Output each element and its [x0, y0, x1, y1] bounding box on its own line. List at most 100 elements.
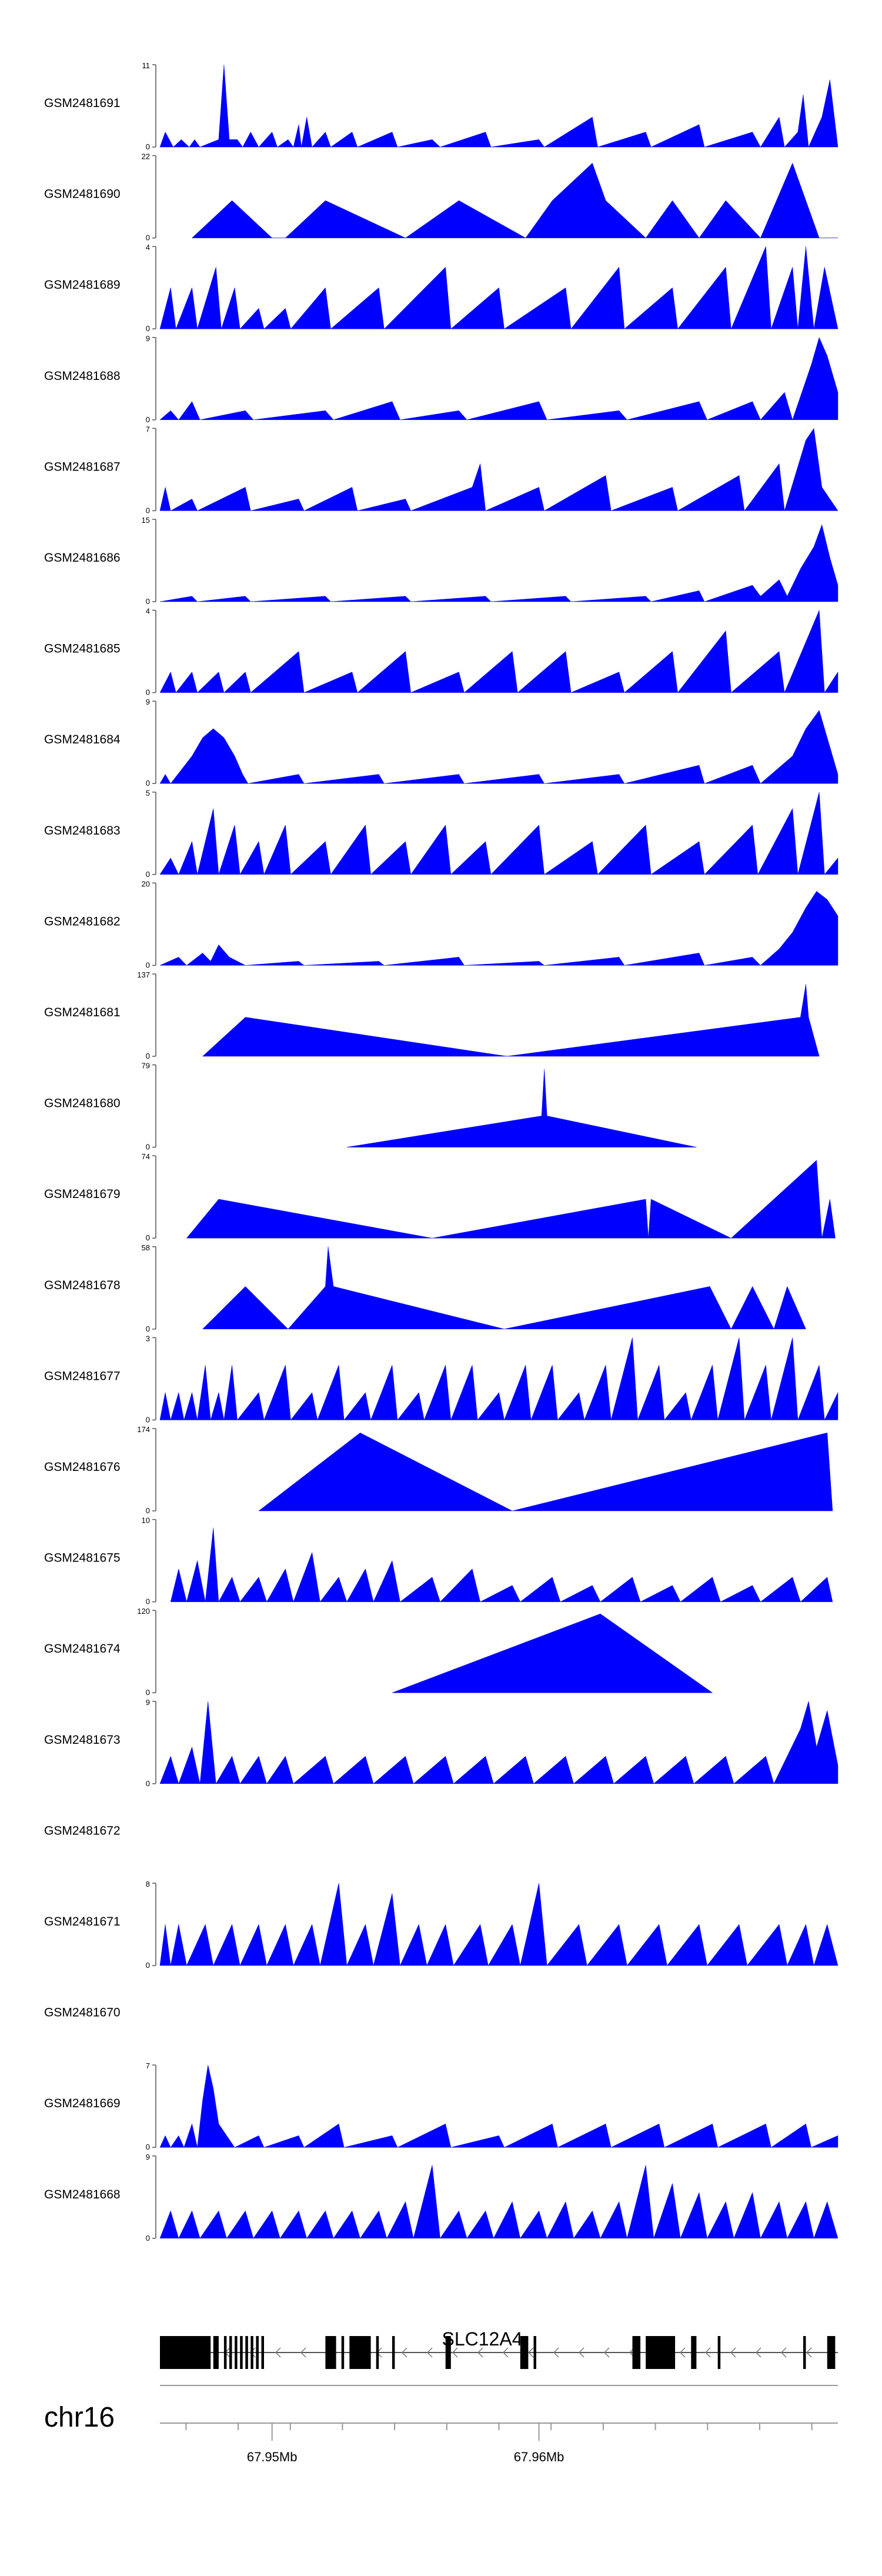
exon	[376, 2336, 379, 2369]
coverage-area	[159, 64, 838, 148]
exon	[245, 2336, 248, 2369]
exon	[520, 2336, 529, 2369]
strand-arrow	[603, 2347, 610, 2358]
track-label: GSM2481675	[44, 1551, 121, 1565]
exon	[691, 2336, 697, 2369]
y-zero-label: 0	[146, 2234, 150, 2243]
y-max-label: 20	[142, 879, 150, 888]
coverage-area	[159, 610, 838, 693]
y-max-label: 137	[137, 970, 150, 979]
track-label: GSM2481679	[44, 1187, 121, 1201]
strand-arrow	[275, 2347, 281, 2358]
exon	[349, 2336, 371, 2369]
y-zero-label: 0	[146, 1506, 150, 1515]
coverage-area	[159, 792, 838, 875]
y-max-label: 15	[142, 516, 150, 525]
exon	[646, 2336, 676, 2369]
track-label: GSM2481690	[44, 188, 121, 201]
exon	[213, 2336, 219, 2369]
track-label: GSM2481686	[44, 551, 121, 565]
y-max-label: 7	[146, 425, 150, 433]
y-zero-label: 0	[146, 1143, 150, 1152]
exon	[392, 2336, 395, 2369]
strand-arrow	[730, 2347, 736, 2358]
y-zero-label: 0	[146, 779, 150, 788]
track-label: GSM2481689	[44, 278, 121, 292]
coverage-area	[159, 1337, 838, 1421]
y-zero-label: 0	[146, 324, 150, 333]
track-label: GSM2481673	[44, 1733, 121, 1747]
exon	[195, 2336, 211, 2369]
track-GSM2481683: GSM2481683 5 0	[44, 789, 838, 879]
track-label: GSM2481682	[44, 915, 121, 928]
y-zero-label: 0	[146, 1597, 150, 1606]
exon	[235, 2336, 238, 2369]
strand-arrow	[477, 2347, 483, 2358]
strand-arrow	[426, 2347, 433, 2358]
exon	[261, 2336, 264, 2369]
track-GSM2481689: GSM2481689 4 0	[44, 243, 838, 333]
strand-arrow	[249, 2347, 256, 2358]
coverage-area	[170, 1527, 833, 1603]
gene-label: SLC12A4	[442, 2328, 523, 2350]
exon	[160, 2336, 195, 2369]
track-label: GSM2481680	[44, 1097, 121, 1110]
y-max-label: 4	[146, 607, 150, 616]
chromosome-label: chr16	[44, 2402, 115, 2433]
y-zero-label: 0	[146, 1324, 150, 1333]
y-max-label: 3	[146, 1334, 150, 1343]
y-max-label: 9	[146, 334, 150, 343]
y-max-label: 9	[146, 2153, 150, 2161]
exon	[533, 2336, 536, 2369]
coverage-area	[159, 246, 838, 329]
track-GSM2481671: GSM2481671 8 0	[44, 1880, 838, 1970]
y-zero-label: 0	[146, 142, 150, 151]
y-zero-label: 0	[146, 415, 150, 424]
y-max-label: 120	[137, 1607, 150, 1616]
exon	[240, 2336, 243, 2369]
track-label: GSM2481681	[44, 1006, 121, 1019]
strand-arrow	[578, 2347, 584, 2358]
exon	[803, 2336, 806, 2369]
y-zero-label: 0	[146, 1961, 150, 1970]
track-GSM2481680: GSM2481680 79 0	[44, 1062, 697, 1152]
y-zero-label: 0	[146, 1233, 150, 1242]
track-GSM2481687: GSM2481687 7 0	[44, 425, 838, 515]
genomic-axis-track: chr16 67.95Mb 67.96Mb	[44, 2385, 838, 2464]
exon	[341, 2336, 345, 2369]
y-max-label: 9	[146, 1698, 150, 1707]
track-GSM2481686: GSM2481686 15 0	[44, 516, 838, 606]
coverage-area	[346, 1069, 697, 1147]
exon	[229, 2336, 232, 2369]
track-GSM2481670: GSM2481670	[44, 2006, 121, 2020]
strand-arrow	[704, 2347, 711, 2358]
track-label: GSM2481677	[44, 1369, 121, 1383]
track-GSM2481668: GSM2481668 9 0	[44, 2153, 838, 2243]
coverage-area	[159, 428, 838, 512]
coverage-area	[186, 1160, 836, 1239]
track-GSM2481688: GSM2481688 9 0	[44, 334, 838, 424]
exon	[256, 2336, 259, 2369]
strand-arrow	[679, 2347, 686, 2358]
track-GSM2481669: GSM2481669 7 0	[44, 2061, 838, 2151]
track-GSM2481677: GSM2481677 3 0	[44, 1334, 838, 1424]
coverage-area	[202, 984, 820, 1057]
track-label: GSM2481678	[44, 1279, 121, 1292]
coverage-area	[159, 891, 838, 966]
track-label: GSM2481685	[44, 642, 121, 656]
y-max-label: 58	[142, 1243, 150, 1252]
coverage-area	[159, 1701, 838, 1784]
strand-arrow	[553, 2347, 559, 2358]
track-GSM2481681: GSM2481681 137 0	[44, 970, 820, 1060]
track-label: GSM2481669	[44, 2097, 121, 2110]
track-GSM2481676: GSM2481676 174 0	[44, 1425, 833, 1515]
track-GSM2481679: GSM2481679 74 0	[44, 1152, 836, 1242]
track-label: GSM2481684	[44, 733, 121, 746]
track-GSM2481691: GSM2481691 11 0	[44, 61, 838, 151]
coverage-area	[159, 524, 838, 602]
track-GSM2481690: GSM2481690 22 0	[44, 152, 838, 242]
y-zero-label: 0	[146, 1415, 150, 1424]
exon	[445, 2336, 451, 2369]
y-max-label: 9	[146, 698, 150, 706]
y-max-label: 4	[146, 243, 150, 252]
